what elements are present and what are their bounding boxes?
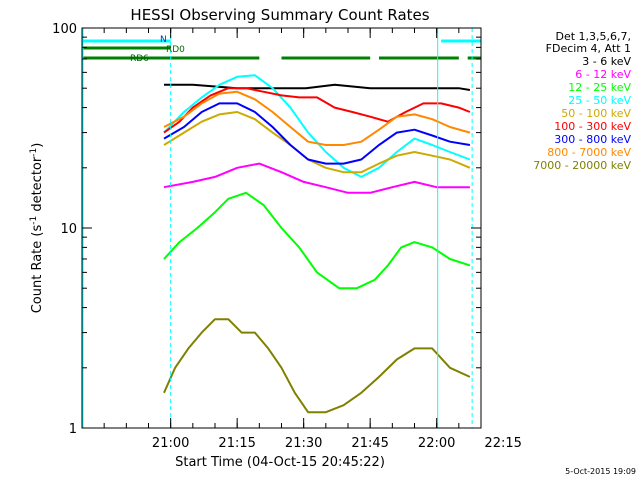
chart-title: HESSI Observing Summary Count Rates	[130, 6, 429, 24]
legend-header-line-1: Det 1,3,5,6,7,	[555, 30, 631, 43]
y-label-mid: detector	[30, 156, 45, 216]
legend-entry-4: 50 - 100 keV	[561, 107, 631, 120]
x-tick-label-4: 22:00	[418, 436, 455, 451]
legend-entry-2: 12 - 25 keV	[568, 81, 631, 94]
x-tick-label-1: 21:15	[218, 436, 255, 451]
y-tick-label-0: 1	[69, 422, 77, 437]
x-tick-label-0: 21:00	[152, 436, 189, 451]
x-tick-label-3: 21:45	[351, 436, 388, 451]
y-tick-label-2: 100	[52, 22, 77, 37]
y-label-sup1: -1	[29, 216, 39, 225]
x-tick-label-2: 21:30	[285, 436, 322, 451]
y-label-main: Count Rate (s	[30, 225, 45, 314]
legend-entry-3: 25 - 50 keV	[568, 94, 631, 107]
legend-entry-5: 100 - 300 keV	[554, 120, 631, 133]
series-line-1	[163, 162, 470, 194]
flag-label-rd6: RD6	[130, 54, 149, 64]
y-tick-label-1: 10	[60, 222, 77, 237]
series-layer	[163, 74, 471, 414]
legend-entry-1: 6 - 12 keV	[575, 68, 631, 81]
legend-entry-0: 3 - 6 keV	[582, 55, 631, 68]
x-tick-label-5: 22:15	[484, 436, 521, 451]
axis-layer: 21:00 21:15 21:30 21:45 22:00 22:15 1 10 100	[52, 22, 522, 451]
series-line-3	[163, 74, 471, 178]
flag-label-rd0: RD0	[166, 45, 185, 55]
series-line-8	[163, 318, 471, 414]
y-label-sup2: -1	[29, 148, 39, 157]
series-line-4	[163, 111, 471, 174]
legend-header-line-2: FDecim 4, Att 1	[546, 42, 631, 55]
flag-label-n: N	[160, 35, 167, 45]
legend-entry-6: 300 - 800 keV	[554, 133, 631, 146]
series-line-5	[163, 87, 471, 134]
legend: Det 1,3,5,6,7, FDecim 4, Att 1 3 - 6 keV…	[533, 30, 631, 172]
series-line-6	[163, 102, 471, 165]
legend-entry-7: 800 - 7000 keV	[547, 146, 631, 159]
series-line-2	[163, 191, 471, 290]
x-axis-label: Start Time (04-Oct-15 20:45:22)	[175, 455, 385, 470]
series-line-7	[163, 90, 471, 146]
y-label-end: )	[30, 143, 45, 148]
y-axis-label: Count Rate (s-1 detector-1)	[29, 143, 45, 314]
timestamp: 5-Oct-2015 19:09	[565, 467, 636, 476]
legend-entry-8: 7000 - 20000 keV	[533, 159, 631, 172]
